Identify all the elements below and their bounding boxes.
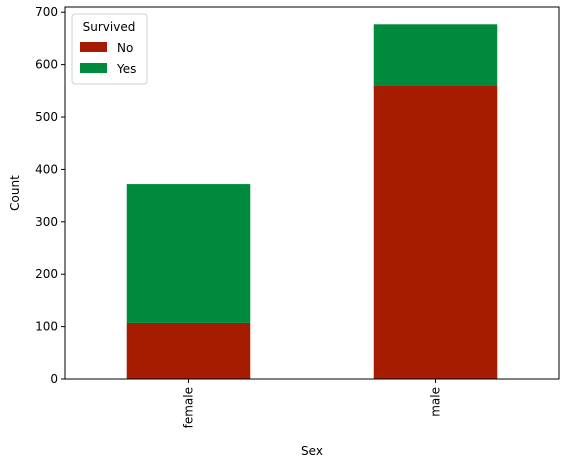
y-tick-label: 300 (35, 215, 58, 229)
bar-female-no (126, 322, 251, 379)
y-axis: 0 100 200 300 400 500 600 700 (35, 5, 65, 386)
bar-male-no (373, 85, 498, 379)
y-tick-label: 0 (50, 372, 58, 386)
y-tick-label: 600 (35, 58, 58, 72)
legend-label-no: No (117, 41, 133, 55)
y-tick-label: 700 (35, 5, 58, 19)
x-axis-label: Sex (301, 444, 323, 458)
x-axis: female male (182, 379, 443, 428)
legend: Survived No Yes (71, 13, 148, 85)
legend-title: Survived (83, 20, 136, 34)
y-tick-label: 500 (35, 110, 58, 124)
y-axis-label: Count (8, 175, 22, 211)
bar-female-yes (126, 184, 251, 323)
bar-male-yes (373, 24, 498, 86)
y-tick-label: 400 (35, 162, 58, 176)
bars-layer (126, 24, 498, 379)
legend-label-yes: Yes (116, 62, 136, 76)
plot-frame (64, 6, 560, 380)
legend-swatch-yes (80, 63, 107, 73)
legend-swatch-no (80, 42, 107, 52)
x-tick-label-female: female (182, 387, 196, 428)
y-tick-label: 200 (35, 267, 58, 281)
x-tick-label-male: male (429, 387, 443, 417)
y-tick-label: 100 (35, 320, 58, 334)
